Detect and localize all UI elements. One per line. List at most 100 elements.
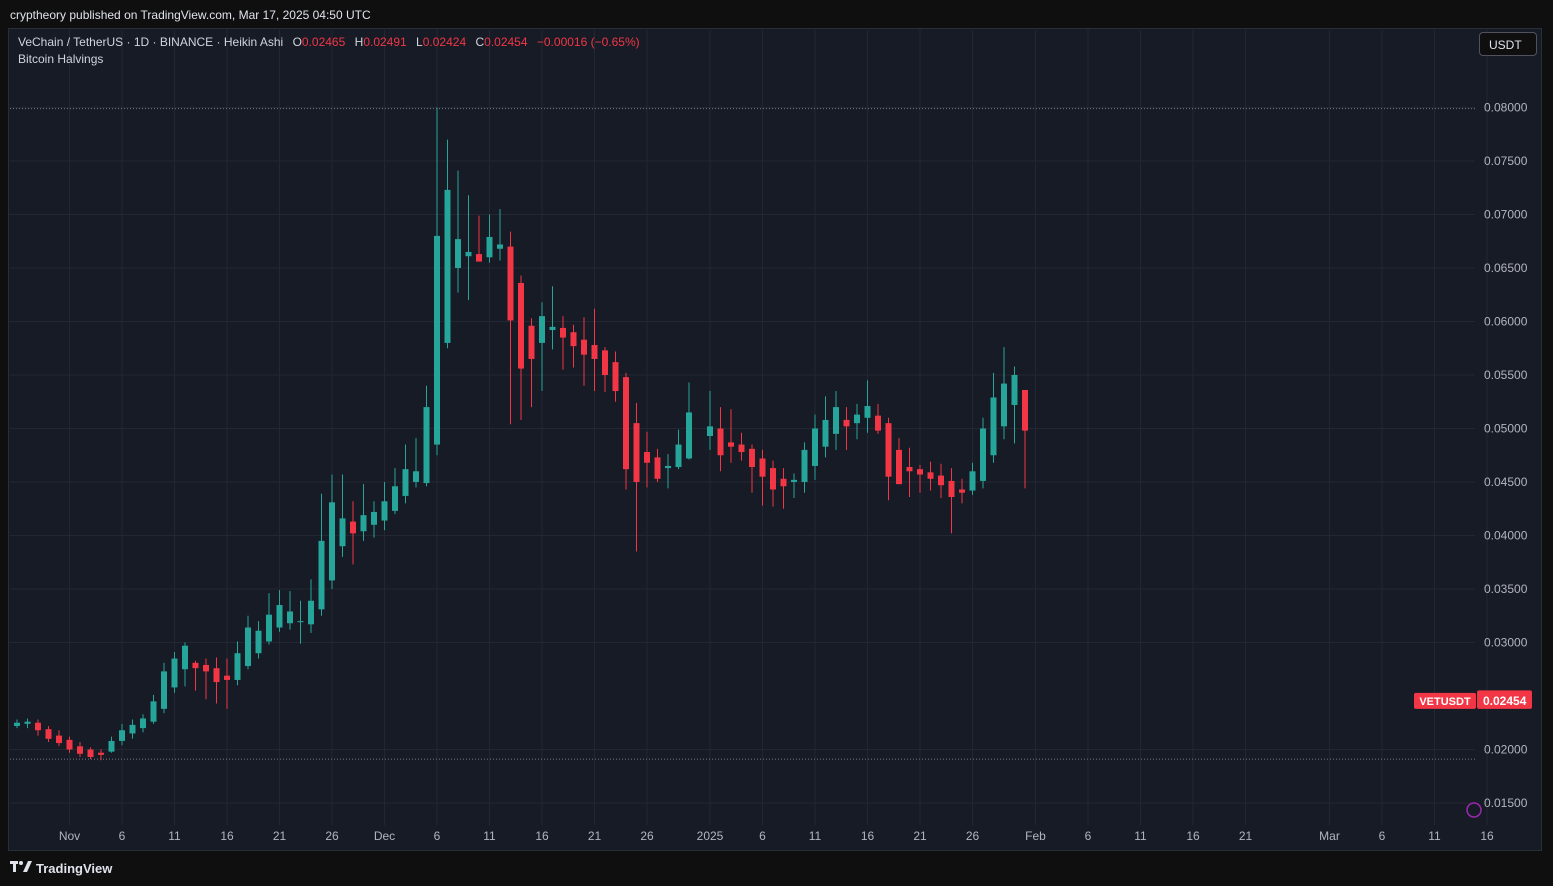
candle-body — [875, 415, 881, 431]
open-label: O — [292, 35, 302, 49]
time-tick-label: Mar — [1319, 829, 1340, 843]
indicator-label[interactable]: Bitcoin Halvings — [18, 52, 104, 66]
candle-body — [350, 521, 356, 534]
candle-body — [1022, 389, 1028, 431]
chart-pane[interactable] — [8, 28, 1542, 851]
tradingview-brand[interactable]: TradingView — [10, 861, 112, 876]
candle-body — [665, 465, 671, 469]
candle-body — [171, 658, 178, 688]
candle-body — [938, 475, 944, 486]
candle-body — [549, 326, 556, 331]
candle-body — [497, 244, 503, 249]
time-tick-label: 21 — [273, 829, 287, 843]
time-tick-label: 16 — [861, 829, 875, 843]
time-tick-label: 6 — [434, 829, 441, 843]
halving-marker-icon — [1466, 802, 1482, 818]
candle-body — [108, 740, 115, 752]
candle-body — [423, 407, 430, 484]
candle-body — [402, 469, 409, 496]
candle-body — [602, 350, 608, 375]
candle-body — [77, 746, 83, 754]
candle-body — [906, 467, 913, 472]
time-tick-label: 26 — [640, 829, 654, 843]
time-axis: Nov 6 11 16 21 26 Dec 6 11 16 21 26 2025 6 11 16 21 26 Feb… — [59, 829, 1494, 843]
candle-body — [434, 235, 440, 445]
price-tag — [1477, 692, 1532, 709]
footer-bar — [0, 852, 1553, 886]
symbol-tag-text: VETUSDT — [1419, 696, 1471, 708]
candle-body — [612, 362, 619, 392]
candle-body — [812, 428, 818, 466]
candle-body — [707, 426, 713, 436]
symbol-title[interactable]: VeChain / TetherUS · 1D · BINANCE · Heik… — [18, 35, 284, 49]
candle-body — [539, 316, 545, 343]
candle-body — [413, 471, 419, 482]
low-label: L — [416, 35, 423, 49]
candle-body — [728, 442, 734, 447]
time-tick-label: 21 — [1239, 829, 1253, 843]
candle-body — [486, 236, 493, 258]
candle-body — [266, 614, 272, 642]
time-tick-label: 16 — [1480, 829, 1494, 843]
candle-body — [560, 327, 566, 338]
candle-body — [591, 345, 598, 359]
currency-button[interactable]: USDT — [1479, 32, 1537, 56]
time-tick-label: 21 — [913, 829, 927, 843]
time-tick-label: 11 — [168, 829, 181, 843]
candle-body — [518, 282, 524, 369]
low-value: 0.02424 — [422, 35, 467, 49]
candle-body — [308, 600, 314, 625]
time-tick-label: 6 — [759, 829, 766, 843]
time-tick-label: 16 — [535, 829, 549, 843]
candle-body — [392, 486, 398, 511]
time-tick-label: 16 — [1186, 829, 1200, 843]
time-tick-label: 6 — [1379, 829, 1386, 843]
candle-body — [770, 468, 776, 490]
candle-body — [318, 540, 325, 610]
close-label: C — [475, 35, 485, 49]
price-tick-label: 0.01500 — [1484, 796, 1528, 810]
candle-body — [444, 189, 451, 343]
candle-body — [801, 449, 808, 482]
candle-body — [854, 414, 860, 424]
time-tick-label: 11 — [809, 829, 822, 843]
candle-body — [140, 718, 146, 729]
candle-body — [749, 448, 755, 468]
candle-body — [654, 457, 661, 479]
tradingview-logo-icon — [10, 861, 32, 876]
candles — [14, 107, 1028, 761]
candle-body — [360, 515, 367, 532]
price-tick-label: 0.03500 — [1484, 582, 1528, 596]
candle-body — [35, 722, 41, 731]
tradingview-name: TradingView — [36, 861, 113, 876]
time-tick-label: 16 — [220, 829, 234, 843]
price-tick-label: 0.05500 — [1484, 368, 1528, 382]
candle-body — [969, 471, 976, 491]
candle-body — [255, 630, 262, 654]
candle-body — [917, 469, 923, 475]
time-tick-label: 11 — [1134, 829, 1147, 843]
candle-body — [896, 449, 902, 485]
time-tick-label: Dec — [374, 829, 395, 843]
candle-body — [192, 662, 199, 669]
candle-body — [339, 518, 346, 547]
open-value: 0.02465 — [301, 35, 346, 49]
candle-body — [686, 412, 692, 459]
candle-body — [213, 668, 220, 683]
candle-body — [717, 428, 724, 456]
candle-body — [570, 332, 577, 347]
candle-body — [234, 653, 241, 680]
candle-body — [276, 605, 283, 628]
candle-body — [959, 489, 965, 493]
candle-body — [14, 722, 20, 726]
time-tick-label: Nov — [59, 829, 80, 843]
candle-body — [507, 246, 514, 321]
candle-body — [455, 239, 461, 268]
candle-body — [738, 444, 745, 453]
change-value: −0.00016 (−0.65%) — [536, 35, 640, 49]
candle-body — [245, 627, 251, 667]
price-tick-label: 0.08000 — [1484, 101, 1528, 115]
candle-body — [371, 511, 377, 525]
candle-body — [119, 730, 125, 741]
